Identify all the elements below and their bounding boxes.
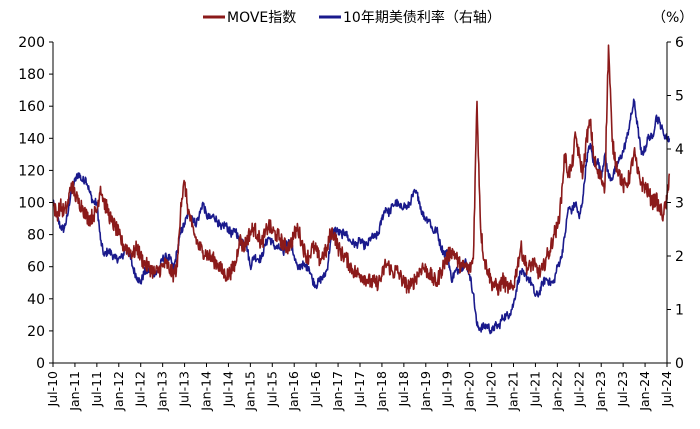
series-line-move <box>52 44 671 296</box>
left-tick-label: 140 <box>18 131 45 147</box>
x-tick-label: Jul-17 <box>352 371 367 408</box>
left-tick-label: 0 <box>36 356 45 372</box>
right-tick-label: 4 <box>675 142 684 158</box>
x-tick-label: Jan-15 <box>242 371 257 412</box>
chart-legend: MOVE指数 10年期美债利率（右轴） <box>203 9 501 26</box>
x-tick-label: Jul-20 <box>484 371 499 408</box>
right-tick-label: 5 <box>675 89 684 105</box>
x-tick-label: Jul-11 <box>89 371 104 408</box>
x-tick-label: Jan-22 <box>549 371 564 412</box>
x-tick-label: Jul-14 <box>220 371 235 408</box>
axes-layer: 0 20 40 60 80 100 120 140 160 180 200 0 1 2 3 4 5 6 Jul-10… <box>18 35 684 412</box>
right-tick-label: 1 <box>675 303 684 319</box>
right-tick-label: 0 <box>675 356 684 372</box>
x-tick-label: Jan-14 <box>199 371 214 412</box>
x-tick-label: Jan-17 <box>330 371 345 412</box>
series-layer <box>52 44 671 335</box>
left-tick-label: 180 <box>18 67 45 83</box>
x-tick-label: Jan-12 <box>111 371 126 412</box>
x-tick-label: Jul-16 <box>308 371 323 408</box>
x-tick-label: Jan-13 <box>155 371 170 412</box>
x-tick-label: Jul-24 <box>659 371 674 408</box>
legend-label-treasury-yield: 10年期美债利率（右轴） <box>343 9 501 26</box>
legend-label-move: MOVE指数 <box>227 10 296 26</box>
x-tick-label: Jan-11 <box>67 371 82 412</box>
x-tick-label: Jan-24 <box>637 371 652 412</box>
x-tick-label: Jul-10 <box>45 371 60 408</box>
left-tick-label: 160 <box>18 99 45 115</box>
x-tick-label: Jul-19 <box>440 371 455 408</box>
x-tick-label: Jul-22 <box>571 371 586 408</box>
x-tick-label: Jul-15 <box>264 371 279 408</box>
left-tick-label: 80 <box>27 228 45 244</box>
x-tick-label: Jul-18 <box>396 371 411 408</box>
x-tick-label: Jan-19 <box>418 371 433 412</box>
series-line-treasury-yield <box>52 98 671 335</box>
left-tick-label: 200 <box>18 35 45 51</box>
left-tick-label: 60 <box>27 260 45 276</box>
x-tick-label: Jan-20 <box>462 371 477 412</box>
x-tick-label: Jul-21 <box>527 371 542 408</box>
x-tick-label: Jan-16 <box>286 371 301 412</box>
x-tick-label: Jul-12 <box>133 371 148 408</box>
x-tick-label: Jan-18 <box>374 371 389 412</box>
x-tick-label: Jul-13 <box>177 371 192 408</box>
left-tick-label: 120 <box>18 163 45 179</box>
right-axis-unit: （%） <box>652 10 693 26</box>
left-tick-label: 100 <box>18 196 45 212</box>
right-tick-label: 3 <box>675 196 684 212</box>
left-tick-label: 40 <box>27 292 45 308</box>
x-tick-label: Jul-23 <box>615 371 630 408</box>
left-tick-label: 20 <box>27 324 45 340</box>
x-tick-label: Jan-21 <box>506 371 521 412</box>
x-tick-label: Jan-23 <box>593 371 608 412</box>
right-tick-label: 2 <box>675 249 684 265</box>
right-tick-label: 6 <box>675 35 684 51</box>
